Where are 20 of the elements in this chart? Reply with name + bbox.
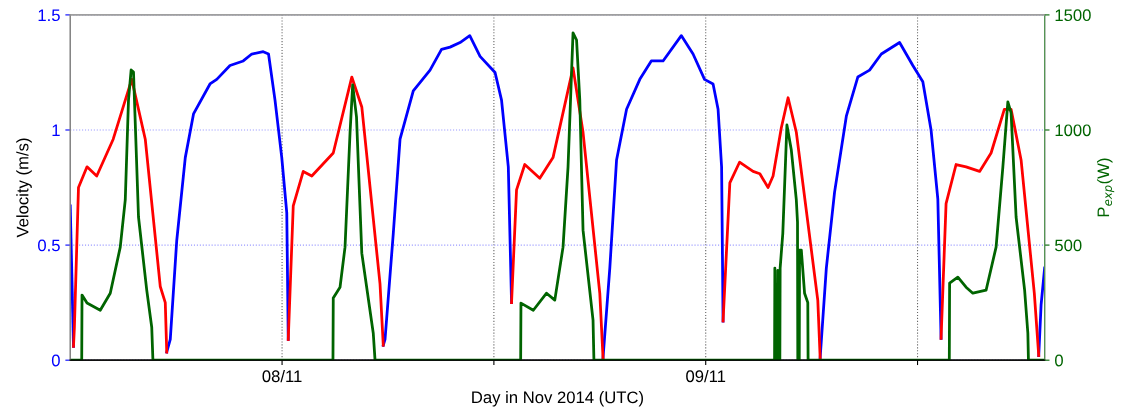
y2-tick-label: 0	[1055, 354, 1063, 367]
y-tick-label: 1.5	[38, 9, 60, 22]
line-series	[165, 50, 290, 354]
x-tick-label: 09/11	[686, 369, 726, 383]
line-series	[510, 66, 605, 360]
x-tick-label: 08/11	[262, 369, 302, 383]
x-axis-title: Day in Nov 2014 (UTC)	[472, 390, 644, 407]
y-axis-title: Velocity (m/s)	[16, 138, 32, 238]
line-series	[721, 96, 822, 360]
line-series	[939, 107, 1041, 357]
y2-tick-label: 1000	[1055, 124, 1091, 137]
line-series	[286, 75, 385, 347]
y-tick-label: 0.5	[38, 239, 60, 252]
y-tick-label: 0	[51, 354, 60, 367]
line-series	[818, 41, 943, 360]
line-series	[601, 34, 725, 360]
y2-axis-title: P$_{exp}$(W)	[1096, 158, 1115, 217]
y-tick-label: 1	[52, 124, 60, 137]
y2-tick-label: 500	[1055, 239, 1082, 252]
y2-tick-label: 1500	[1055, 9, 1091, 22]
